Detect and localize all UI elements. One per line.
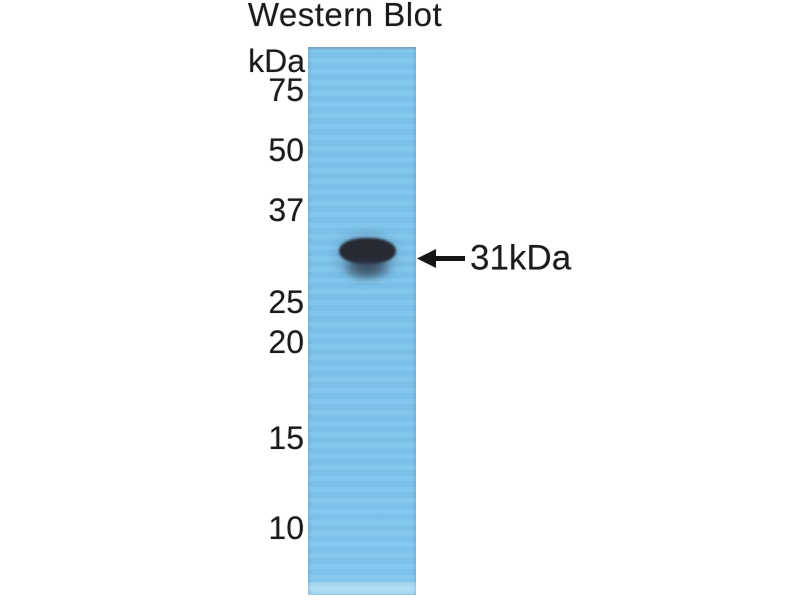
ladder-marker-15: 15 (268, 420, 304, 456)
ladder-marker-50: 50 (268, 132, 304, 168)
left-arrow-icon (417, 248, 465, 268)
ladder-marker-25: 25 (268, 284, 304, 320)
ladder-unit-label: kDa (248, 43, 305, 79)
ladder-marker-75: 75 (268, 72, 304, 108)
band-annotation: 31kDa (417, 241, 571, 276)
ladder-marker-10: 10 (268, 510, 304, 546)
figure-title: Western Blot (247, 0, 443, 33)
band-annotation-label: 31kDa (470, 238, 572, 278)
ladder-marker-20: 20 (268, 324, 304, 360)
protein-band-smear (344, 259, 390, 279)
ladder-marker-37: 37 (268, 192, 304, 228)
blot-lane (308, 47, 416, 595)
